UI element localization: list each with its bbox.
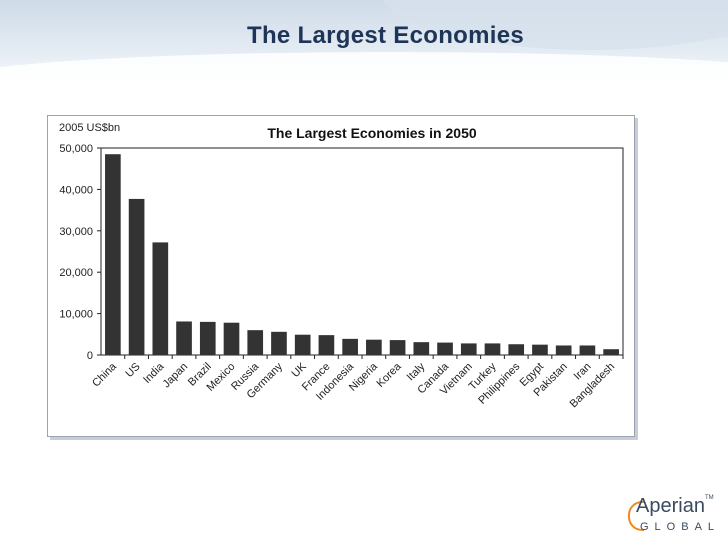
chart-title: The Largest Economies in 2050 xyxy=(267,125,477,141)
bar xyxy=(603,349,619,355)
bar xyxy=(223,322,240,355)
y-tick-label: 0 xyxy=(87,350,93,362)
bar xyxy=(176,321,192,355)
y-tick-label: 50,000 xyxy=(59,143,93,155)
bar xyxy=(128,198,145,355)
unit-label: 2005 US$bn xyxy=(59,122,120,134)
chart-frame xyxy=(47,115,635,437)
bar xyxy=(294,334,311,355)
bar-chart: 2005 US$bn The Largest Economies in 2050… xyxy=(59,122,624,410)
bar xyxy=(508,344,525,355)
bar xyxy=(484,343,501,355)
bar xyxy=(389,340,406,355)
bar xyxy=(342,338,358,355)
bar xyxy=(366,339,382,355)
logo-arc-icon xyxy=(628,501,644,531)
y-tick-label: 40,000 xyxy=(59,184,93,196)
bar xyxy=(460,343,477,355)
x-tick-label: Japan xyxy=(160,361,190,391)
x-tick-label: China xyxy=(90,360,119,389)
bar xyxy=(105,154,121,355)
bar xyxy=(555,345,572,355)
bar xyxy=(271,331,287,355)
logo-tm: TM xyxy=(704,495,714,501)
slide-title: The Largest Economies xyxy=(247,22,525,49)
bar xyxy=(199,321,216,355)
aperian-logo: AperianTM GLOBAL xyxy=(626,495,722,541)
logo-wordmark: AperianTM xyxy=(636,495,714,518)
bar xyxy=(413,342,430,355)
x-tick-label: US xyxy=(123,361,142,380)
y-tick-label: 10,000 xyxy=(59,309,93,321)
logo-subtitle: GLOBAL xyxy=(640,521,721,533)
y-tick-label: 20,000 xyxy=(59,267,93,279)
bar xyxy=(532,344,548,355)
y-tick-label: 30,000 xyxy=(59,226,93,238)
header-swoosh xyxy=(0,52,728,92)
bar xyxy=(247,330,264,355)
x-tick-label: Korea xyxy=(374,360,404,390)
bar xyxy=(152,242,169,355)
bar xyxy=(579,345,596,355)
bar xyxy=(437,342,453,355)
x-tick-label: UK xyxy=(290,360,310,380)
logo-name: Aperian xyxy=(636,495,705,517)
bar xyxy=(318,335,335,355)
header-band xyxy=(0,0,728,92)
